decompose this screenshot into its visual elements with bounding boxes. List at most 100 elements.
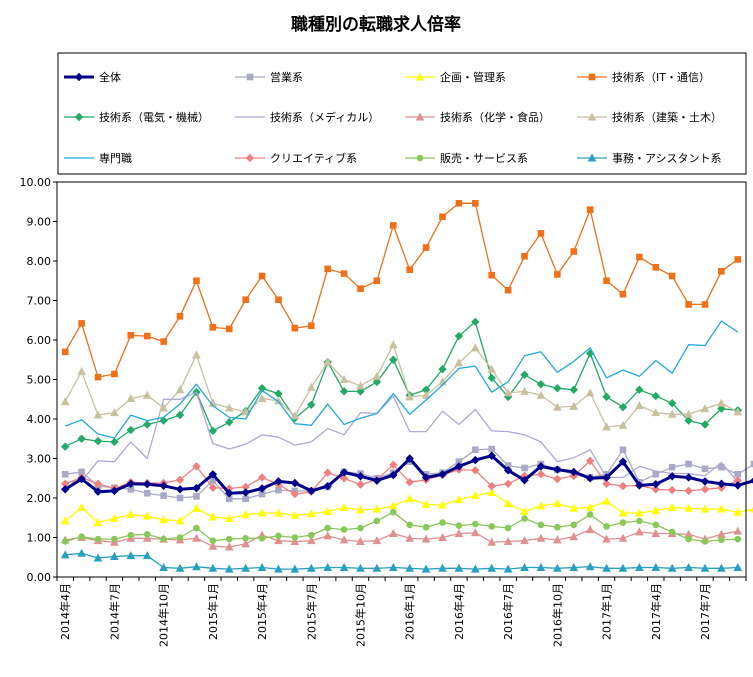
legend-label: 技術系（IT・通信） — [612, 71, 710, 84]
data-point — [569, 467, 578, 477]
data-point — [339, 535, 349, 544]
data-point — [61, 471, 69, 478]
data-point — [536, 562, 546, 572]
data-point — [111, 370, 118, 378]
data-point — [257, 393, 267, 402]
data-point — [175, 516, 185, 525]
series-6 — [60, 525, 743, 551]
data-point — [487, 537, 497, 546]
data-point — [257, 508, 267, 517]
data-point — [521, 252, 528, 260]
data-point — [750, 460, 753, 468]
data-point — [569, 385, 578, 394]
data-point — [421, 499, 431, 508]
data-point — [323, 468, 332, 477]
data-point — [603, 277, 610, 285]
data-point — [651, 391, 660, 401]
data-point — [536, 380, 546, 389]
data-point — [717, 563, 726, 572]
x-tick-label: 2016年4月 — [452, 583, 466, 640]
data-point — [307, 486, 316, 496]
data-point — [652, 521, 660, 529]
data-point — [142, 551, 152, 560]
data-point — [143, 531, 151, 538]
data-point — [323, 481, 332, 491]
data-point — [651, 506, 661, 515]
data-point — [717, 398, 726, 407]
data-point — [192, 562, 201, 571]
data-point — [520, 562, 529, 572]
data-point — [718, 463, 725, 471]
legend-marker — [415, 72, 425, 81]
data-point — [160, 338, 167, 345]
data-point — [585, 474, 595, 483]
x-tick-label: 2015年1月 — [206, 583, 220, 640]
data-point — [503, 388, 513, 397]
data-point — [323, 506, 333, 515]
data-point — [569, 503, 579, 512]
data-point — [602, 473, 611, 482]
series-4 — [60, 317, 743, 451]
data-point — [488, 271, 496, 279]
data-point — [339, 474, 349, 483]
legend-item: 技術系（建築・土木） — [577, 110, 722, 124]
data-point — [521, 464, 528, 472]
data-point — [274, 508, 283, 517]
legend-label: 技術系（電気・機械） — [99, 110, 209, 124]
data-point — [602, 422, 611, 431]
data-point — [569, 532, 579, 541]
data-point — [356, 480, 365, 489]
x-tick-label: 2017年1月 — [600, 583, 614, 640]
data-point — [405, 533, 415, 542]
data-point — [257, 484, 267, 493]
data-point — [504, 524, 512, 532]
data-point — [290, 564, 300, 573]
y-tick-label: 9.00 — [27, 216, 52, 229]
legend-item: 技術系（メディカル） — [235, 110, 379, 124]
data-point — [618, 402, 628, 412]
data-point — [668, 463, 676, 471]
data-point — [193, 493, 200, 500]
data-point — [258, 534, 266, 542]
data-point — [307, 322, 315, 330]
data-point — [472, 520, 479, 528]
data-point — [388, 562, 398, 572]
series-line — [64, 202, 739, 378]
data-point — [356, 536, 365, 545]
data-point — [94, 373, 102, 381]
data-point — [701, 465, 709, 473]
data-point — [160, 492, 167, 499]
data-point — [224, 542, 234, 551]
data-point — [421, 390, 431, 399]
data-point — [356, 563, 365, 572]
data-point — [536, 470, 546, 479]
data-point — [340, 526, 348, 533]
data-point — [159, 515, 168, 524]
data-point — [61, 538, 69, 545]
data-point — [602, 479, 611, 488]
legend-label: 事務・アシスタント系 — [612, 151, 722, 165]
data-point — [60, 397, 70, 406]
series-line — [65, 528, 738, 548]
data-point — [554, 271, 561, 278]
data-point — [667, 502, 677, 511]
data-point — [77, 548, 86, 557]
x-tick-label: 2016年7月 — [501, 583, 515, 640]
data-point — [339, 387, 349, 396]
data-point — [602, 392, 611, 402]
data-point — [78, 320, 85, 327]
data-point — [668, 528, 676, 536]
data-point — [487, 451, 496, 460]
data-point — [324, 265, 331, 273]
data-point — [242, 495, 249, 503]
data-point — [225, 325, 233, 333]
data-point — [684, 562, 693, 572]
data-point — [586, 206, 594, 213]
data-point — [192, 533, 201, 542]
legend-item: 専門職 — [64, 152, 132, 165]
data-point — [241, 563, 250, 572]
y-tick-label: 4.00 — [27, 413, 52, 426]
data-point — [520, 476, 529, 485]
legend-marker — [74, 72, 84, 82]
legend-item: 事務・アシスタント系 — [577, 151, 722, 165]
